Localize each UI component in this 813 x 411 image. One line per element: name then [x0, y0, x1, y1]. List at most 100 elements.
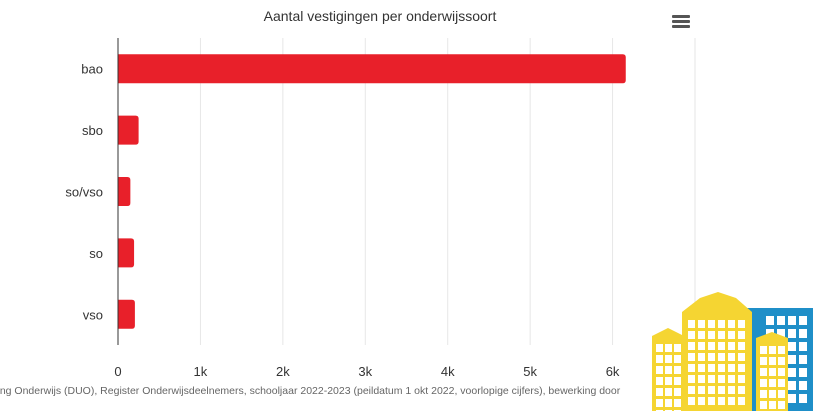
window — [799, 316, 807, 325]
window — [698, 375, 705, 383]
category-labels: bao sbo so/vso so vso — [65, 62, 103, 323]
bar-vso[interactable] — [118, 299, 135, 329]
window — [760, 368, 767, 376]
window — [718, 331, 725, 339]
window — [698, 397, 705, 405]
window — [799, 329, 807, 338]
source-credit: ring Onderwijs (DUO), Register Onderwijs… — [0, 385, 621, 397]
window — [738, 375, 745, 383]
window — [778, 401, 785, 409]
window — [698, 342, 705, 350]
category-label: sbo — [82, 123, 103, 138]
window — [788, 394, 796, 403]
window — [656, 399, 663, 407]
window — [688, 397, 695, 405]
window — [760, 390, 767, 398]
chart-menu-button[interactable] — [668, 10, 694, 32]
window — [799, 381, 807, 390]
window — [665, 388, 672, 396]
window — [708, 331, 715, 339]
window — [728, 342, 735, 350]
window — [788, 368, 796, 377]
window — [674, 388, 681, 396]
window — [718, 364, 725, 372]
window — [708, 320, 715, 328]
window — [665, 366, 672, 374]
x-tick-label: 4k — [441, 364, 455, 379]
window — [718, 375, 725, 383]
bar-bao[interactable] — [118, 54, 626, 84]
window — [665, 344, 672, 352]
window — [708, 386, 715, 394]
window — [738, 353, 745, 361]
window — [788, 316, 796, 325]
window — [708, 353, 715, 361]
window — [738, 320, 745, 328]
hamburger-menu-icon — [672, 15, 690, 18]
window — [718, 353, 725, 361]
window — [718, 386, 725, 394]
window — [656, 388, 663, 396]
chart-title: Aantal vestigingen per onderwijssoort — [263, 8, 497, 24]
window — [769, 390, 776, 398]
gridlines — [199, 38, 696, 345]
window — [688, 320, 695, 328]
window — [688, 386, 695, 394]
window — [778, 357, 785, 365]
window — [788, 381, 796, 390]
window — [656, 377, 663, 385]
category-label: bao — [81, 62, 103, 77]
window — [738, 331, 745, 339]
window — [738, 397, 745, 405]
bar-sbo[interactable] — [118, 115, 139, 145]
window — [778, 390, 785, 398]
window — [674, 366, 681, 374]
window — [728, 375, 735, 383]
window — [728, 353, 735, 361]
window — [698, 320, 705, 328]
window — [788, 329, 796, 338]
window — [718, 397, 725, 405]
window — [728, 331, 735, 339]
window — [708, 397, 715, 405]
window — [738, 364, 745, 372]
window — [728, 397, 735, 405]
window — [656, 366, 663, 374]
bar-so-vso[interactable] — [118, 177, 131, 206]
window — [760, 379, 767, 387]
window — [778, 379, 785, 387]
window — [688, 331, 695, 339]
buildings-logo — [652, 292, 813, 411]
hamburger-menu-icon-line — [672, 25, 690, 28]
x-tick-label: 3k — [358, 364, 372, 379]
window — [769, 346, 776, 354]
window — [688, 342, 695, 350]
bars — [118, 54, 626, 329]
window — [769, 379, 776, 387]
window — [665, 355, 672, 363]
window — [718, 320, 725, 328]
window — [656, 344, 663, 352]
window — [656, 355, 663, 363]
window — [799, 355, 807, 364]
window — [698, 353, 705, 361]
x-tick-label: 2k — [276, 364, 290, 379]
window — [665, 377, 672, 385]
window — [760, 357, 767, 365]
window — [738, 386, 745, 394]
window — [708, 375, 715, 383]
window — [766, 316, 774, 325]
window — [698, 331, 705, 339]
window — [799, 394, 807, 403]
x-tick-labels: 0 1k 2k 3k 4k 5k 6k — [114, 364, 620, 379]
bar-so[interactable] — [118, 238, 135, 268]
window — [778, 368, 785, 376]
window — [777, 329, 785, 338]
window — [760, 346, 767, 354]
window — [728, 364, 735, 372]
window — [760, 401, 767, 409]
x-tick-label: 5k — [523, 364, 537, 379]
window — [788, 342, 796, 351]
hamburger-menu-icon-line — [672, 20, 690, 23]
